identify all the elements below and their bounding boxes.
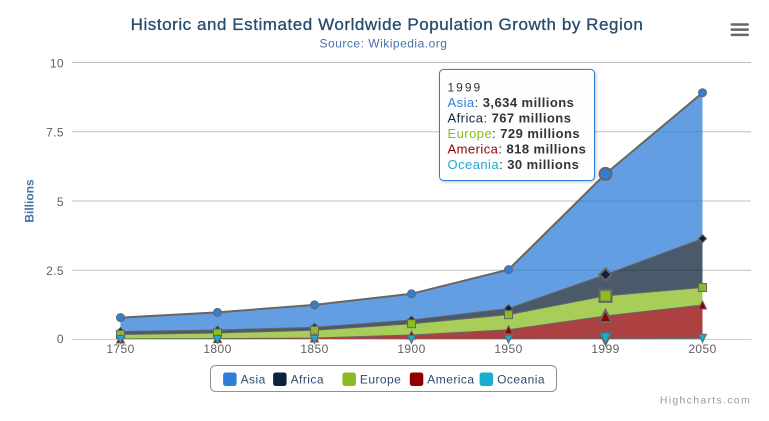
svg-text:Africa: Africa [291,373,324,387]
svg-text:7.5: 7.5 [46,126,64,140]
svg-text:Oceania: 30 millions: Oceania: 30 millions [448,157,580,172]
svg-text:Oceania: Oceania [497,373,545,387]
svg-text:1999: 1999 [448,81,483,95]
svg-text:Asia: Asia [241,373,266,387]
svg-text:5: 5 [57,195,64,209]
svg-text:1750: 1750 [106,342,134,356]
svg-text:2.5: 2.5 [46,264,64,278]
svg-text:Billions: Billions [23,179,37,223]
svg-text:Europe: 729 millions: Europe: 729 millions [448,126,581,141]
svg-text:1900: 1900 [397,342,425,356]
svg-text:America: 818 millions: America: 818 millions [448,142,587,157]
svg-text:10: 10 [50,57,64,71]
svg-text:1999: 1999 [591,342,619,356]
svg-text:Africa: 767 millions: Africa: 767 millions [448,111,572,126]
svg-text:1800: 1800 [203,342,231,356]
svg-text:2050: 2050 [688,342,716,356]
svg-text:1850: 1850 [300,342,328,356]
svg-text:Historic and Estimated Worldwi: Historic and Estimated Worldwide Populat… [131,15,644,34]
svg-text:1950: 1950 [494,342,522,356]
svg-text:Highcharts.com: Highcharts.com [660,395,751,407]
svg-text:Europe: Europe [360,373,401,387]
svg-text:America: America [427,373,474,387]
svg-text:0: 0 [57,332,64,346]
svg-text:Asia: 3,634 millions: Asia: 3,634 millions [448,95,575,110]
svg-text:Source: Wikipedia.org: Source: Wikipedia.org [320,37,448,51]
